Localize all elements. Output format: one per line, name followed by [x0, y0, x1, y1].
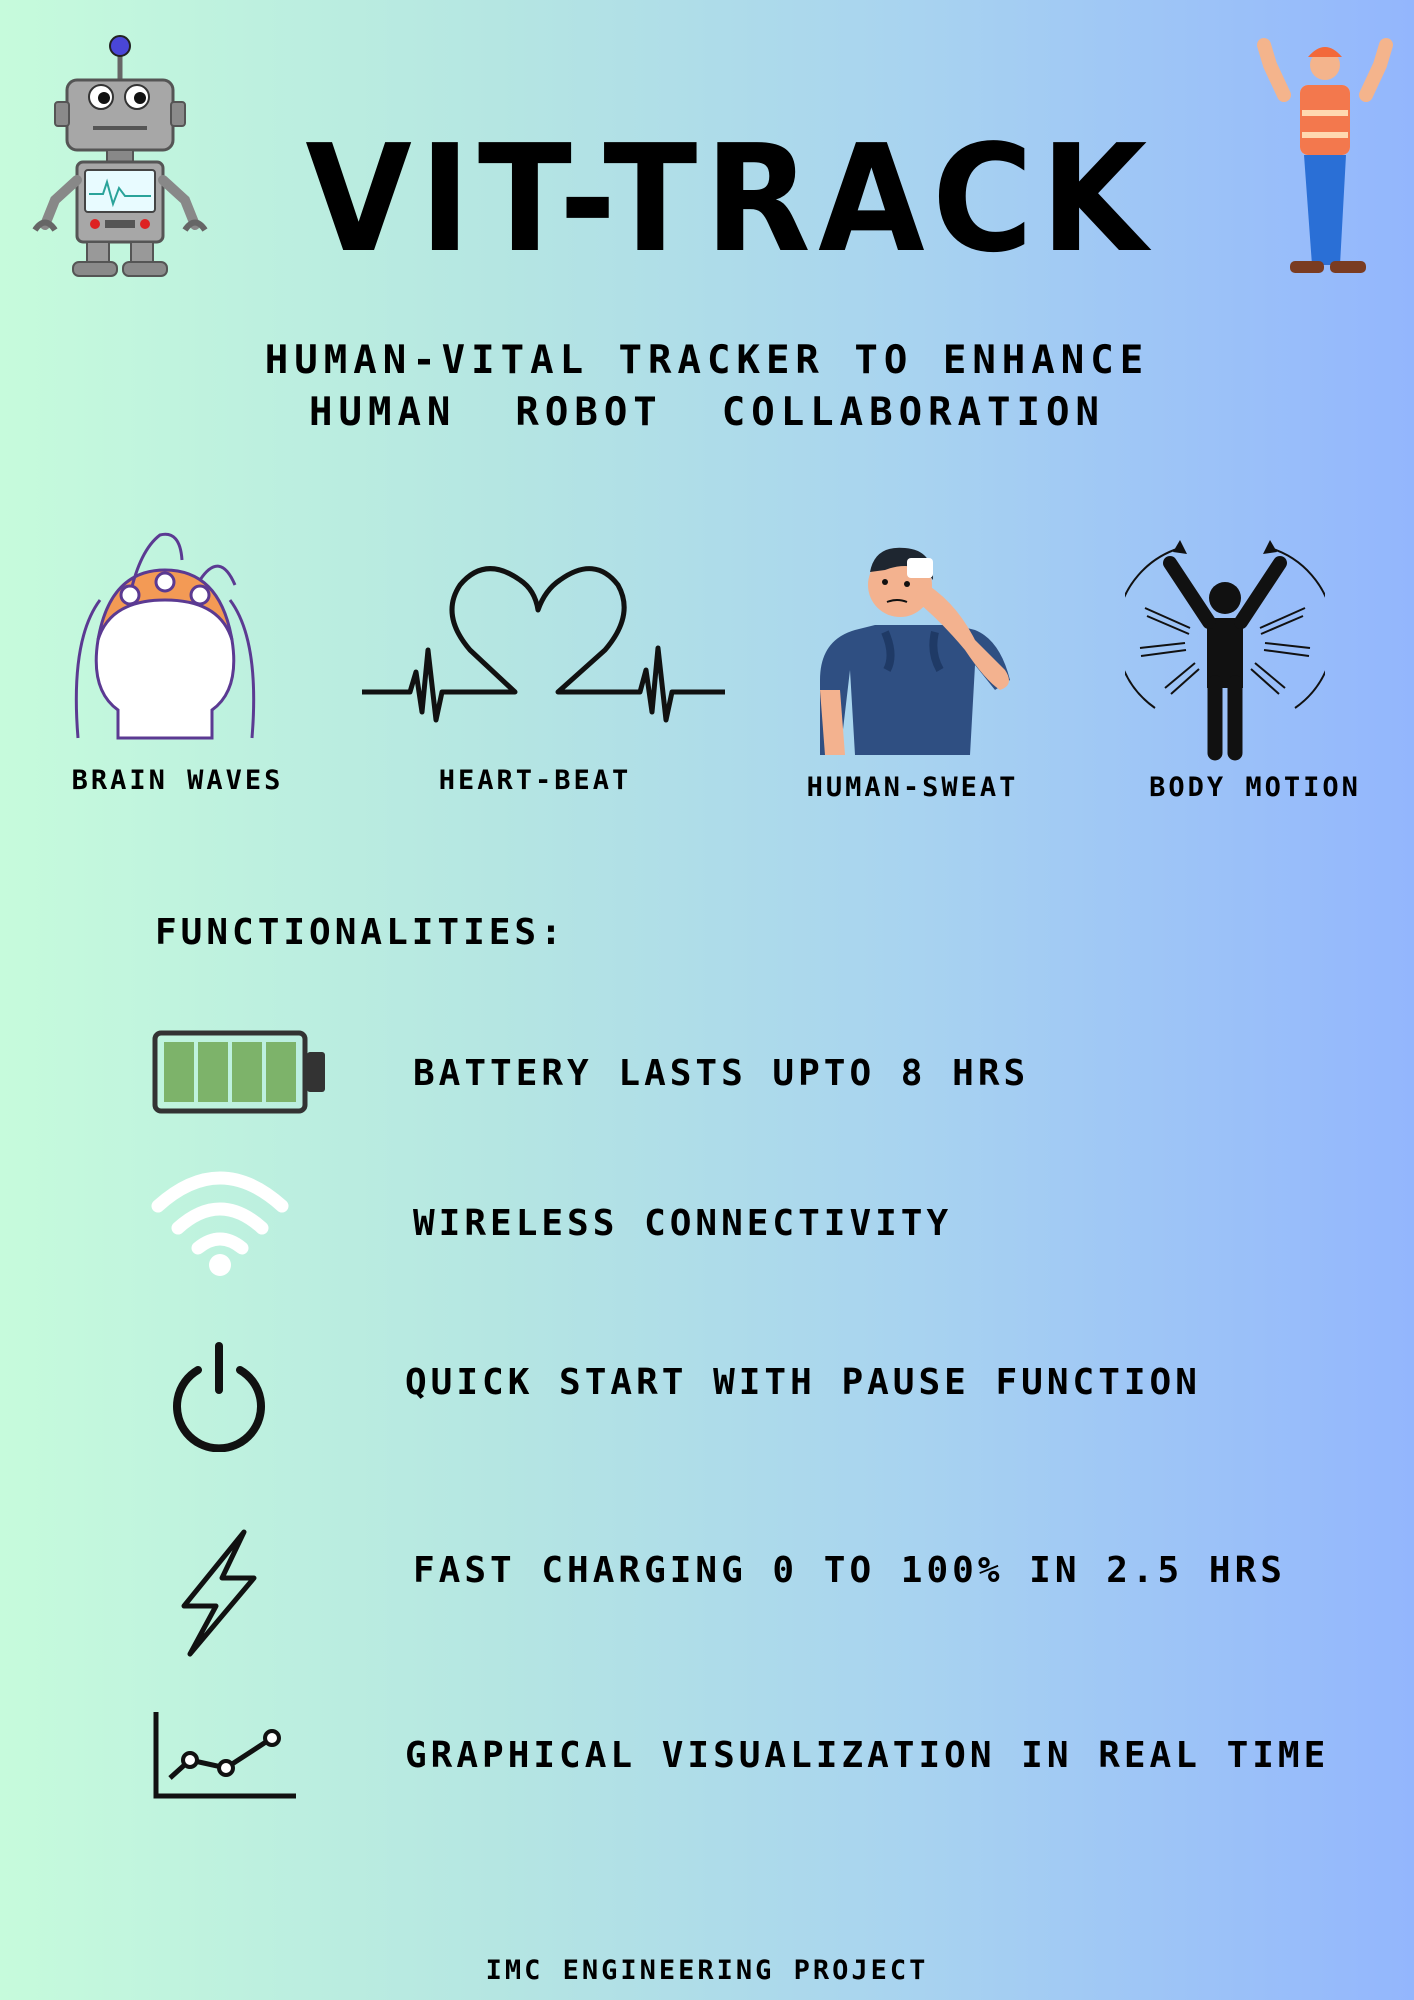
lightning-bolt-icon: [181, 1529, 257, 1657]
sweating-person-icon: [820, 547, 1010, 755]
worker-icon: [1257, 38, 1393, 273]
line-graph-icon: [153, 1712, 296, 1799]
power-icon: [173, 1342, 265, 1452]
feature-graphical-visualization: GRAPHICAL VISUALIZATION IN REAL TIME: [405, 1735, 1330, 1776]
vital-label-body-motion: BODY MOTION: [1149, 772, 1361, 803]
functionalities-heading: FUNCTIONALITIES:: [155, 912, 566, 953]
heartbeat-line-icon: [362, 566, 725, 723]
feature-wireless: WIRELESS CONNECTIVITY: [413, 1203, 953, 1244]
eeg-cap-head-icon: [74, 532, 256, 740]
vital-label-heart-beat: HEART-BEAT: [438, 765, 632, 796]
feature-quick-start: QUICK START WITH PAUSE FUNCTION: [405, 1362, 1201, 1403]
subtitle-line-2: HUMAN ROBOT COLLABORATION: [309, 390, 1105, 435]
footer-project-label: IMC ENGINEERING PROJECT: [485, 1955, 929, 1986]
robot-icon: [32, 35, 208, 277]
body-motion-icon: [1125, 540, 1325, 761]
vital-label-human-sweat: HUMAN-SWEAT: [806, 772, 1019, 803]
app-title: VIT-TRACK: [305, 113, 1155, 285]
vital-label-brain-waves: BRAIN WAVES: [71, 765, 284, 796]
wifi-icon: [151, 1171, 289, 1276]
battery-icon: [152, 1030, 325, 1114]
feature-fast-charging: FAST CHARGING 0 TO 100% IN 2.5 HRS: [413, 1550, 1286, 1591]
subtitle-line-1: HUMAN-VITAL TRACKER TO ENHANCE: [264, 338, 1150, 383]
feature-battery: BATTERY LASTS UPTO 8 HRS: [413, 1053, 1030, 1094]
